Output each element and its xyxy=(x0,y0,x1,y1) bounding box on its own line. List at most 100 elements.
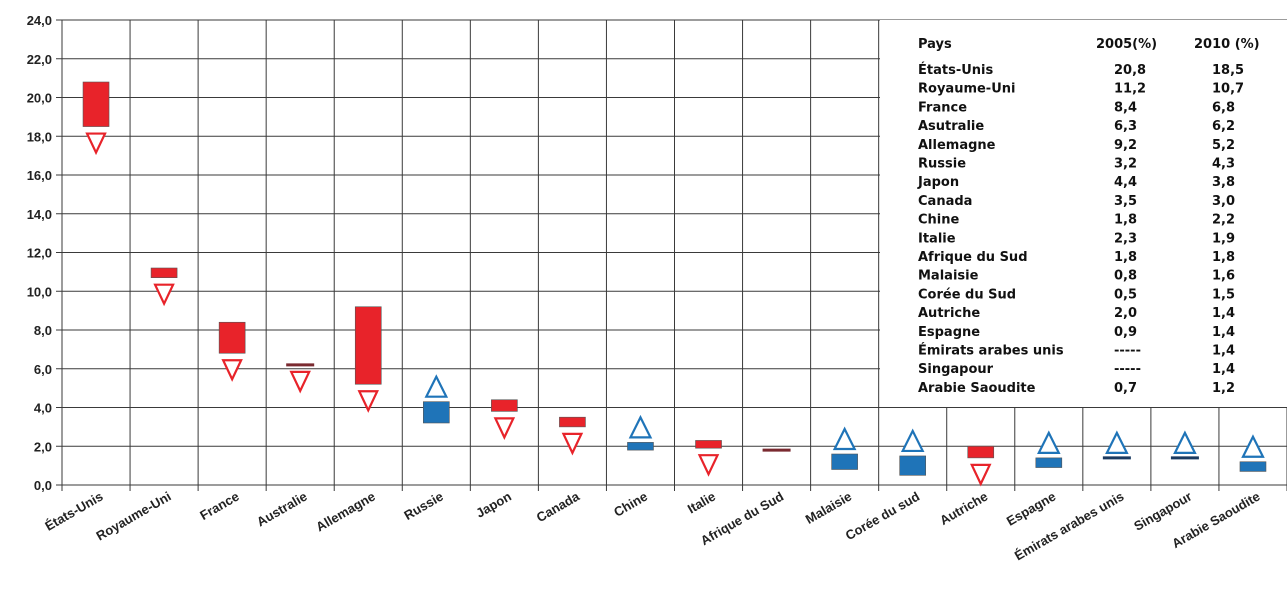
up-arrow-icon xyxy=(424,374,449,398)
table-cell: France xyxy=(918,100,967,115)
bars xyxy=(82,81,1267,476)
y-tick-label: 6,0 xyxy=(34,362,52,377)
y-tick-label: 12,0 xyxy=(27,246,52,261)
down-arrow-icon xyxy=(289,370,311,394)
bar-8 xyxy=(559,416,586,428)
y-tick-label: 2,0 xyxy=(34,439,52,454)
bar-6 xyxy=(423,401,450,424)
table-cell: Chine xyxy=(918,213,960,228)
table-cell: Royaume-Uni xyxy=(918,82,1015,97)
x-tick-label: Corée du sud xyxy=(843,489,922,544)
up-arrow-icon xyxy=(1037,430,1061,454)
x-tick-label: Émirats arabes unis xyxy=(1012,489,1127,564)
table-cell: ----- xyxy=(1114,344,1141,359)
table-cell: 2,3 xyxy=(1114,231,1137,246)
y-tick-label: 14,0 xyxy=(27,207,52,222)
table-cell: 0,5 xyxy=(1114,287,1137,302)
table-cell: 4,4 xyxy=(1114,175,1137,190)
table-cell: 18,5 xyxy=(1212,63,1244,78)
table-cell: ----- xyxy=(1114,362,1141,377)
x-tick-label: Australie xyxy=(254,489,310,530)
table-cell: Singapour xyxy=(918,362,994,377)
table-cell: 10,7 xyxy=(1212,82,1244,97)
down-arrow-icon xyxy=(153,283,175,307)
table-cell: 1,9 xyxy=(1212,231,1235,246)
table-header: 2005(%) xyxy=(1096,37,1157,52)
y-tick-label: 4,0 xyxy=(34,401,52,416)
x-tick-label: Russie xyxy=(401,489,445,523)
y-tick-label: 16,0 xyxy=(27,168,52,183)
bar-13 xyxy=(899,455,926,476)
table-cell: Corée du Sud xyxy=(918,287,1016,302)
table-cell: 1,4 xyxy=(1212,362,1235,377)
table-cell: Autriche xyxy=(918,306,980,321)
x-tick-label: Royaume-Uni xyxy=(94,489,174,544)
bar-15 xyxy=(1035,457,1063,468)
table-cell: 0,9 xyxy=(1114,325,1137,340)
y-tick-label: 22,0 xyxy=(27,52,52,67)
bar-7 xyxy=(491,399,518,412)
bar-9 xyxy=(627,442,654,451)
bar-flat-11 xyxy=(762,448,791,452)
down-arrow-icon xyxy=(561,432,584,456)
table-cell: 0,8 xyxy=(1114,269,1137,284)
table-cell: Malaisie xyxy=(918,269,979,284)
table-cell: 20,8 xyxy=(1114,63,1146,78)
table-cell: 8,4 xyxy=(1114,100,1137,115)
table-cell: 6,2 xyxy=(1212,119,1235,134)
y-tick-label: 10,0 xyxy=(27,284,52,299)
x-tick-label: Malaisie xyxy=(803,489,854,527)
table-cell: 3,8 xyxy=(1212,175,1235,190)
table-cell: 3,2 xyxy=(1114,157,1137,172)
x-tick-label: Autriche xyxy=(937,489,990,528)
up-arrow-icon xyxy=(832,426,857,451)
table-cell: 11,2 xyxy=(1114,82,1146,97)
table-cell: 1,4 xyxy=(1212,306,1235,321)
down-arrow-icon xyxy=(970,463,992,487)
table-cell: Asutralie xyxy=(918,119,984,134)
down-arrow-icon xyxy=(221,359,243,382)
table-cell: 2,2 xyxy=(1212,213,1235,228)
up-arrow-icon xyxy=(1105,430,1129,454)
x-tick-label: Italie xyxy=(685,489,718,517)
table-cell: Arabie Saoudite xyxy=(918,381,1036,396)
table-cell: 1,5 xyxy=(1212,287,1235,302)
x-tick-label: France xyxy=(197,489,241,523)
table-cell: Espagne xyxy=(918,325,980,340)
down-arrow-icon xyxy=(697,454,720,477)
y-tick-label: 24,0 xyxy=(27,13,52,28)
table-cell: Afrique du Sud xyxy=(918,250,1028,265)
table-header: 2010 (%) xyxy=(1194,37,1260,52)
table-cell: États-Unis xyxy=(918,62,993,78)
bar-flat-4 xyxy=(286,363,315,367)
table-cell: 2,0 xyxy=(1114,306,1137,321)
table-cell: 1,2 xyxy=(1212,381,1235,396)
bar-3 xyxy=(218,321,246,354)
up-arrow-icon xyxy=(900,428,925,453)
y-tick-label: 20,0 xyxy=(27,91,52,106)
bar-2 xyxy=(150,267,178,278)
bar-14 xyxy=(967,445,995,459)
x-tick-label: États-Unis xyxy=(42,489,105,534)
table-cell: Italie xyxy=(918,231,956,246)
table-cell: Japon xyxy=(917,175,959,190)
table-cell: 3,0 xyxy=(1212,194,1235,209)
down-arrow-icon xyxy=(493,417,516,440)
table-cell: 5,2 xyxy=(1212,138,1235,153)
y-tick-label: 0,0 xyxy=(34,478,52,493)
bar-1 xyxy=(82,81,110,127)
x-tick-label: Chine xyxy=(611,489,650,520)
bar-12 xyxy=(831,453,858,470)
table-cell: 6,3 xyxy=(1114,119,1137,134)
trend-markers xyxy=(85,132,1265,487)
table-cell: 9,2 xyxy=(1114,138,1137,153)
bar-10 xyxy=(695,440,722,449)
table-cell: 1,8 xyxy=(1114,213,1137,228)
table-cell: 1,4 xyxy=(1212,344,1235,359)
x-tick-label: Singapour xyxy=(1131,489,1194,534)
down-arrow-icon xyxy=(85,132,107,156)
up-arrow-icon xyxy=(1173,430,1197,454)
bar-flat-17 xyxy=(1170,456,1199,460)
